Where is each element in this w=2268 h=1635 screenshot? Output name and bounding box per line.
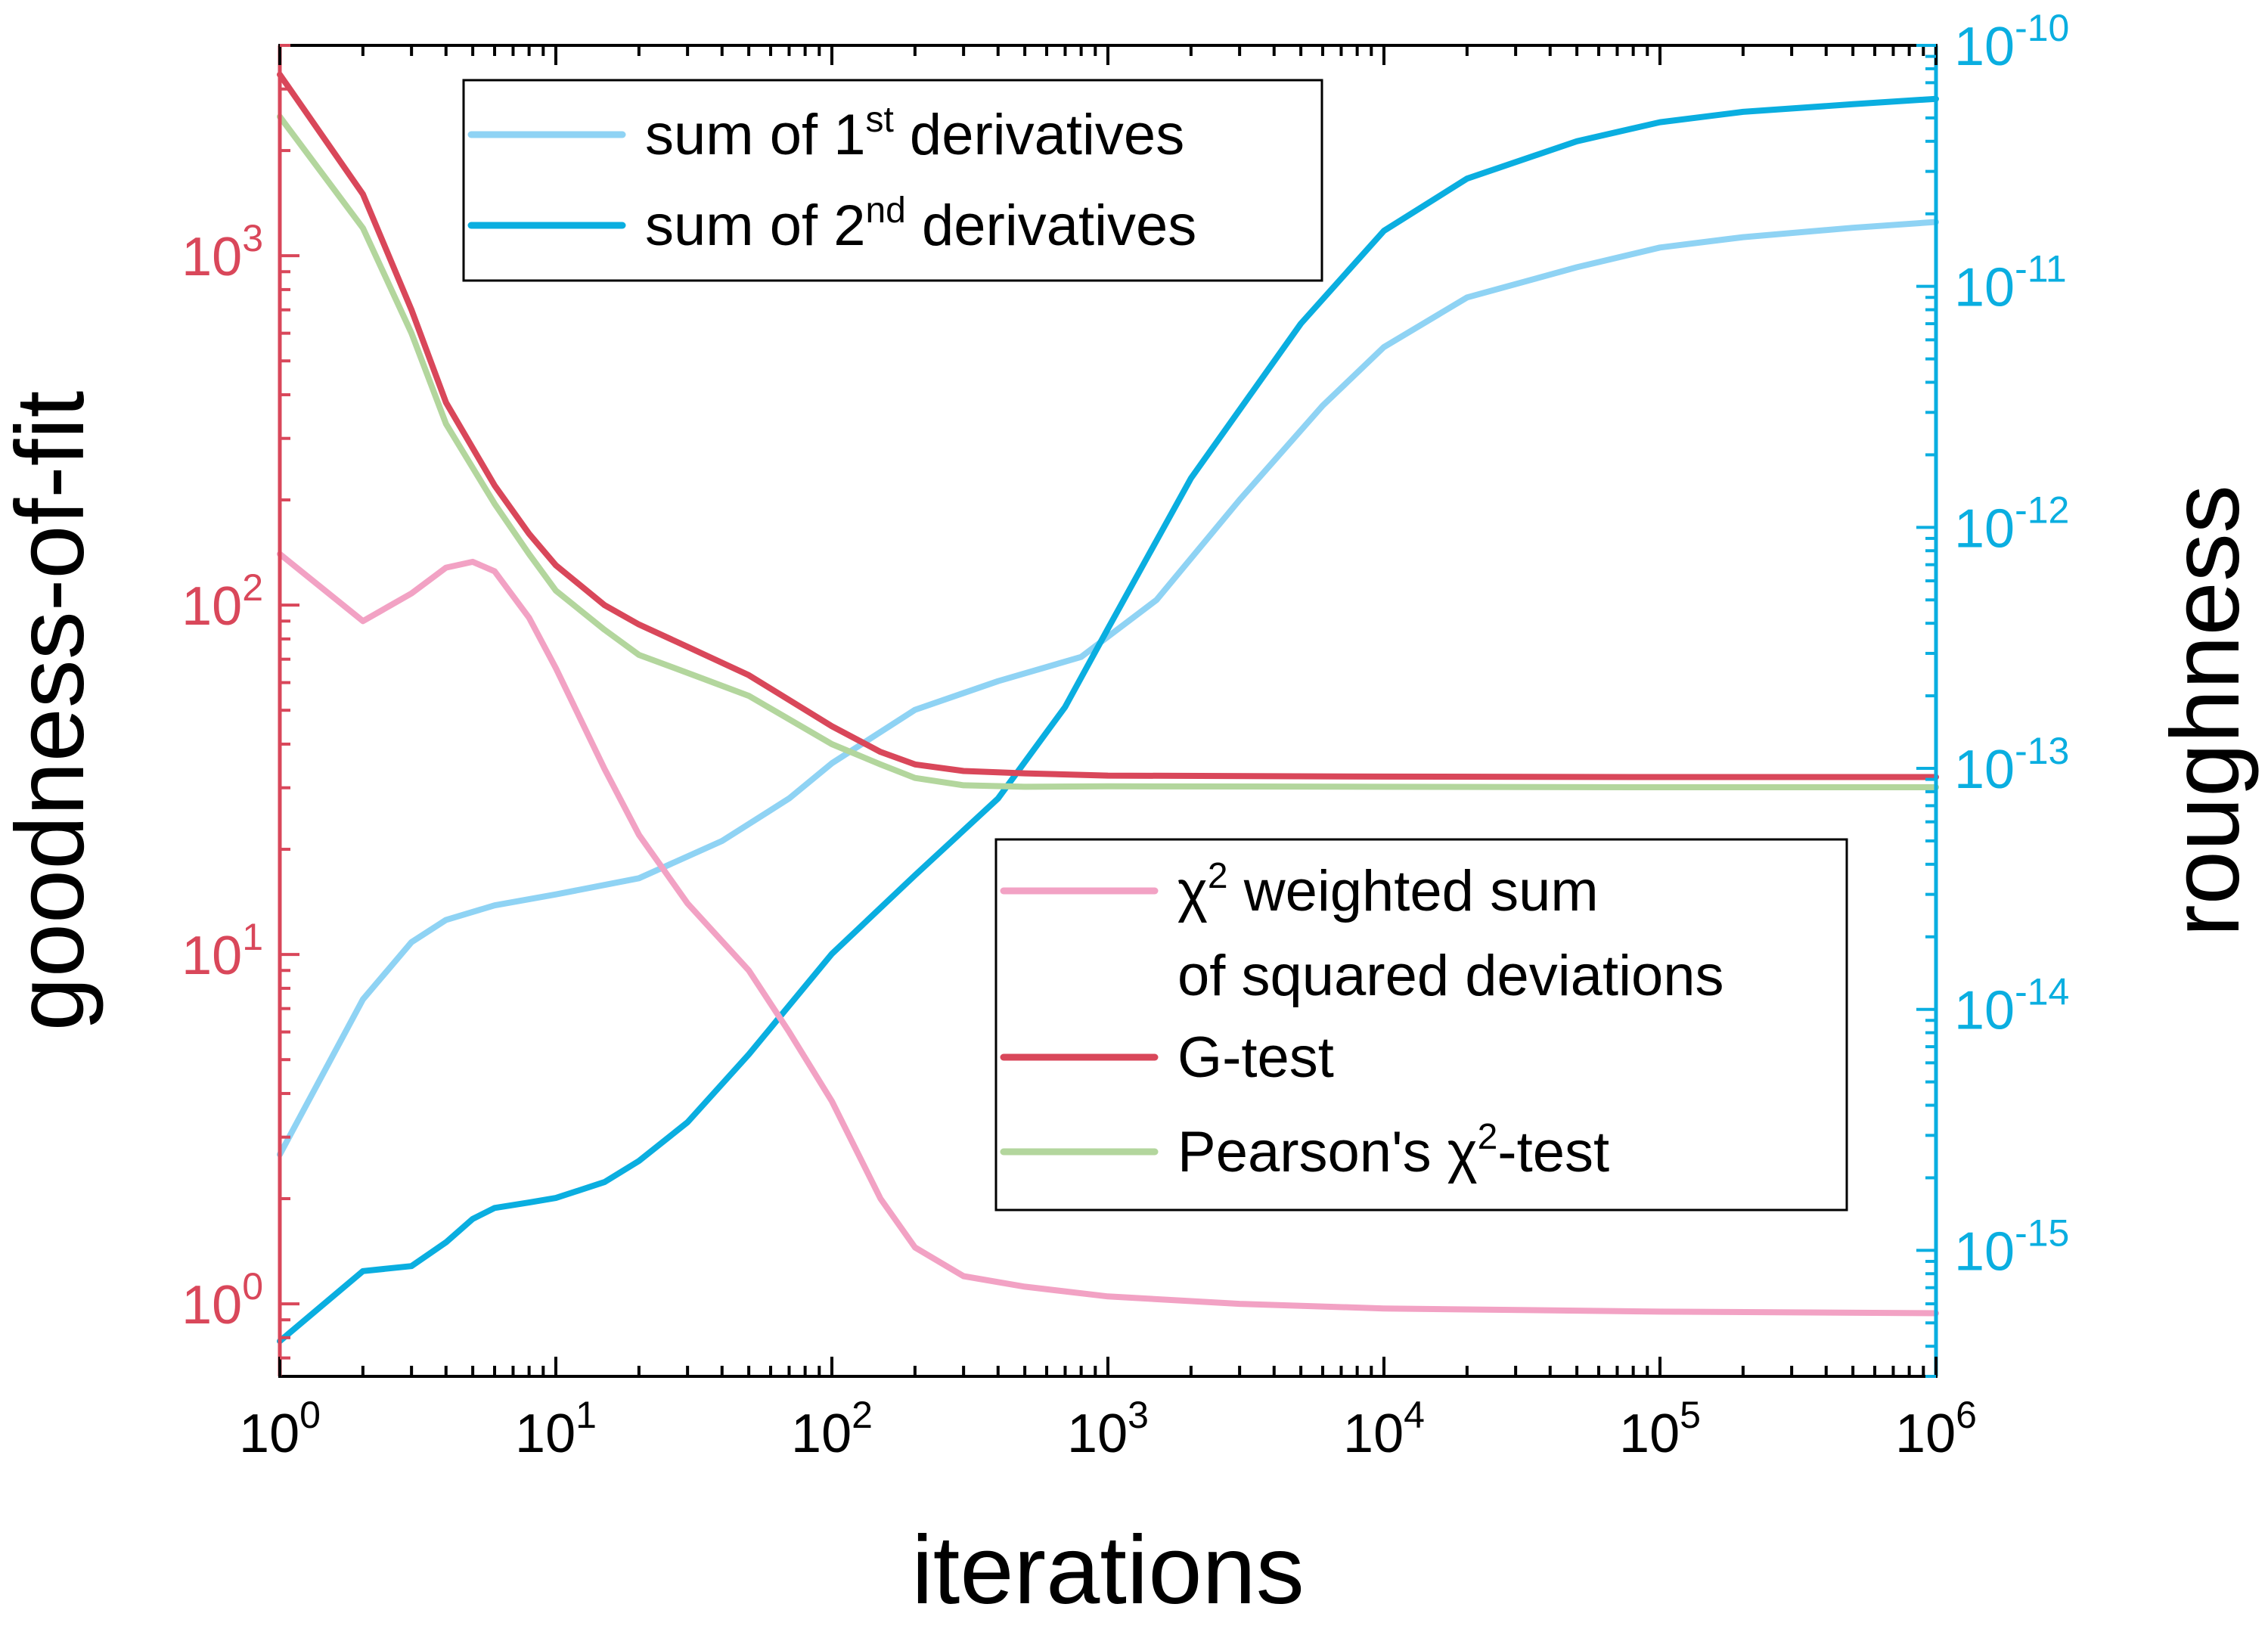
left-y-tick-label: 100 <box>182 1265 263 1336</box>
right-y-tick-label: 10-12 <box>1954 489 2069 559</box>
right-y-tick-label: 10-11 <box>1954 248 2067 318</box>
x-tick-label: 103 <box>1067 1394 1149 1464</box>
right-y-tick-label: 10-14 <box>1954 971 2069 1041</box>
series-lines <box>277 71 1939 1345</box>
legend-label: of squared deviations <box>1177 944 1723 1008</box>
right-y-axis-title: roughness <box>2152 485 2260 937</box>
x-tick-label: 104 <box>1343 1394 1425 1464</box>
series-line-3 <box>277 71 1939 780</box>
right-y-tick-label: 10-15 <box>1954 1212 2069 1282</box>
left-y-tick-label: 101 <box>182 916 263 986</box>
x-axis-title: iterations <box>911 1516 1304 1624</box>
legend-box-center-right <box>994 838 1848 1212</box>
series-line-1 <box>277 95 1939 1345</box>
legends: sum of 1st derivatives sum of 2nd derivat… <box>462 79 1848 1212</box>
left-y-tick-label: 103 <box>182 217 263 287</box>
right-y-tick-label: 10-13 <box>1954 730 2069 800</box>
legend-label: sum of 1st derivatives <box>645 100 1184 167</box>
legend-label: χ2 weighted sum <box>1177 856 1599 923</box>
axis-ticks <box>278 44 1938 1378</box>
legend-box-top-left <box>462 79 1323 282</box>
right-y-tick-label: 10-10 <box>1954 7 2069 77</box>
x-tick-label: 101 <box>515 1394 597 1464</box>
x-tick-label: 102 <box>791 1394 873 1464</box>
left-y-axis-title: goodness-of-fit <box>0 391 104 1032</box>
series-line-0 <box>277 219 1939 1158</box>
tick-labels: 100 101 102 103 104 105 106 100 101 102 103 10-15 10… <box>182 7 2069 1464</box>
x-tick-label: 100 <box>239 1394 321 1464</box>
x-tick-label: 106 <box>1895 1394 1977 1464</box>
legend-label: sum of 2nd derivatives <box>645 191 1196 258</box>
left-y-tick-label: 102 <box>182 566 263 637</box>
x-tick-label: 105 <box>1619 1394 1701 1464</box>
series-line-2 <box>277 551 1939 1317</box>
legend-label: Pearson's χ2-test <box>1177 1117 1609 1184</box>
series-line-4 <box>277 113 1939 790</box>
legend-label: G-test <box>1177 1025 1334 1090</box>
